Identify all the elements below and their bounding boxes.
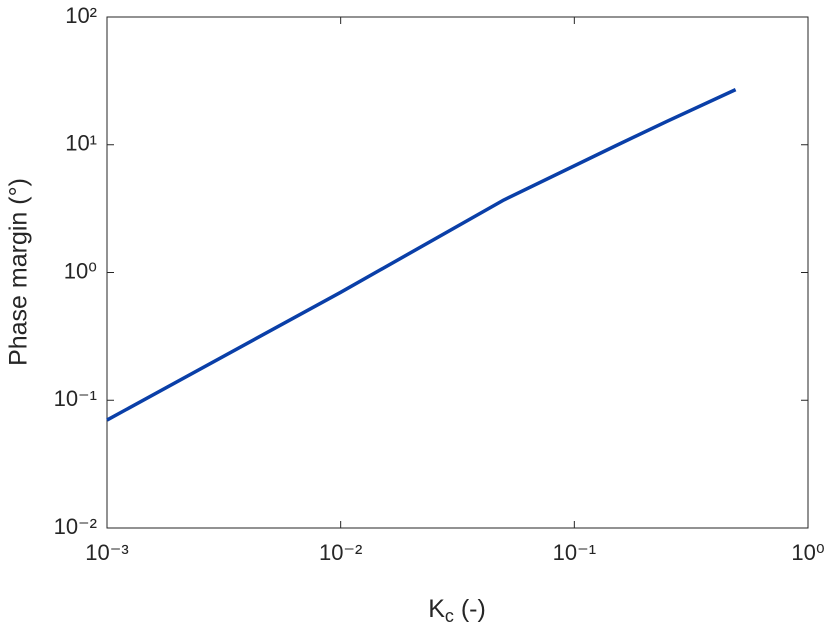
y-tick-label: 10¹ (65, 131, 97, 156)
x-title-rest: (-) (454, 595, 486, 623)
y-axis-title: Phase margin (°) (5, 178, 33, 366)
x-tick-label: 10⁻³ (85, 540, 128, 565)
x-title-sub: c (445, 606, 454, 626)
data-line (106, 88, 737, 422)
y-tick-label: 10² (65, 3, 97, 28)
x-title-main: K (428, 595, 445, 623)
x-tick-label: 10⁰ (791, 540, 824, 565)
y-tick-label: 10⁰ (64, 258, 97, 283)
x-tick-label: 10⁻² (319, 540, 362, 565)
x-axis-title: Kc (-) (428, 595, 486, 626)
y-tick-label: 10⁻² (54, 514, 97, 539)
plot-frame (106, 16, 809, 529)
x-tick-label: 10⁻¹ (553, 540, 596, 565)
y-tick-label: 10⁻¹ (54, 386, 97, 411)
